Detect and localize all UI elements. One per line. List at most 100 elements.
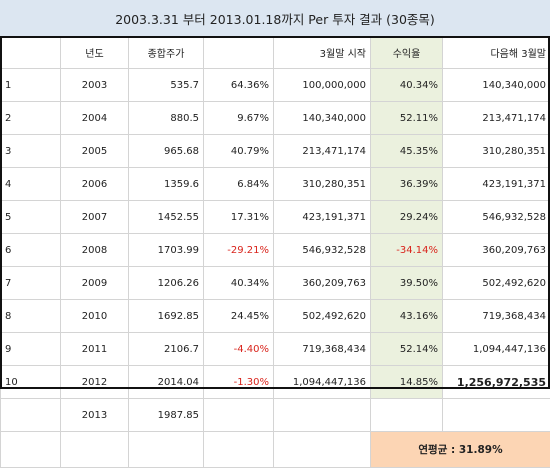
cell-next[interactable]: 360,209,763 <box>443 234 550 267</box>
cell-no[interactable]: 9 <box>1 333 61 366</box>
cell-year[interactable]: 2007 <box>61 201 129 234</box>
cell-return[interactable]: 43.16% <box>371 300 443 333</box>
cell-empty[interactable] <box>274 399 371 432</box>
cell-next[interactable]: 310,280,351 <box>443 135 550 168</box>
cell-start[interactable]: 360,209,763 <box>274 267 371 300</box>
cell-empty[interactable] <box>129 432 204 468</box>
cell-index[interactable]: 1703.99 <box>129 234 204 267</box>
cell-index[interactable]: 535.7 <box>129 69 204 102</box>
cell-empty[interactable] <box>1 432 61 468</box>
cell-empty[interactable] <box>61 432 129 468</box>
cell-change[interactable]: 64.36% <box>204 69 274 102</box>
cell-no[interactable]: 1 <box>1 69 61 102</box>
header-cell-year[interactable]: 년도 <box>61 37 129 69</box>
cell-no[interactable]: 8 <box>1 300 61 333</box>
annual-average-cell[interactable]: 연평균 : 31.89% <box>371 432 550 468</box>
spreadsheet-grid: 년도 종합주가 3월말 시작 수익율 다음해 3월말 1 2003 535.7 … <box>0 36 550 425</box>
cell-next[interactable]: 423,191,371 <box>443 168 550 201</box>
table-row: 9 2011 2106.7 -4.40% 719,368,434 52.14% … <box>1 333 550 366</box>
cell-change[interactable]: -4.40% <box>204 333 274 366</box>
cell-change[interactable]: 17.31% <box>204 201 274 234</box>
header-cell-next[interactable]: 다음해 3월말 <box>443 37 550 69</box>
cell-start[interactable]: 719,368,434 <box>274 333 371 366</box>
cell-next[interactable]: 140,340,000 <box>443 69 550 102</box>
cell-no[interactable]: 10 <box>1 366 61 399</box>
cell-no[interactable]: 5 <box>1 201 61 234</box>
table-row-last: 2013 1987.85 <box>1 399 550 432</box>
cell-empty[interactable] <box>443 399 550 432</box>
cell-change[interactable]: 24.45% <box>204 300 274 333</box>
cell-year[interactable]: 2011 <box>61 333 129 366</box>
table-row: 1 2003 535.7 64.36% 100,000,000 40.34% 1… <box>1 69 550 102</box>
cell-index[interactable]: 1359.6 <box>129 168 204 201</box>
cell-return[interactable]: 36.39% <box>371 168 443 201</box>
cell-return[interactable]: 14.85% <box>371 366 443 399</box>
cell-empty[interactable] <box>204 432 274 468</box>
cell-year[interactable]: 2009 <box>61 267 129 300</box>
cell-change[interactable]: -1.30% <box>204 366 274 399</box>
cell-start[interactable]: 140,340,000 <box>274 102 371 135</box>
cell-change[interactable]: 40.79% <box>204 135 274 168</box>
cell-empty[interactable] <box>1 399 61 432</box>
cell-year[interactable]: 2008 <box>61 234 129 267</box>
table-row: 7 2009 1206.26 40.34% 360,209,763 39.50%… <box>1 267 550 300</box>
table-row: 3 2005 965.68 40.79% 213,471,174 45.35% … <box>1 135 550 168</box>
cell-year[interactable]: 2005 <box>61 135 129 168</box>
cell-return[interactable]: 52.11% <box>371 102 443 135</box>
cell-change[interactable]: 9.67% <box>204 102 274 135</box>
cell-index[interactable]: 1452.55 <box>129 201 204 234</box>
cell-start[interactable]: 1,094,447,136 <box>274 366 371 399</box>
cell-next[interactable]: 502,492,620 <box>443 267 550 300</box>
cell-index[interactable]: 1987.85 <box>129 399 204 432</box>
cell-change[interactable]: 6.84% <box>204 168 274 201</box>
table-row: 5 2007 1452.55 17.31% 423,191,371 29.24%… <box>1 201 550 234</box>
table-row: 8 2010 1692.85 24.45% 502,492,620 43.16%… <box>1 300 550 333</box>
cell-start[interactable]: 100,000,000 <box>274 69 371 102</box>
header-cell-return[interactable]: 수익율 <box>371 37 443 69</box>
cell-no[interactable]: 2 <box>1 102 61 135</box>
cell-start[interactable]: 502,492,620 <box>274 300 371 333</box>
cell-year[interactable]: 2004 <box>61 102 129 135</box>
cell-return[interactable]: 40.34% <box>371 69 443 102</box>
cell-index[interactable]: 965.68 <box>129 135 204 168</box>
cell-index[interactable]: 1206.26 <box>129 267 204 300</box>
cell-next[interactable]: 213,471,174 <box>443 102 550 135</box>
header-cell-index[interactable]: 종합주가 <box>129 37 204 69</box>
cell-return[interactable]: 29.24% <box>371 201 443 234</box>
cell-next[interactable]: 1,094,447,136 <box>443 333 550 366</box>
cell-index[interactable]: 1692.85 <box>129 300 204 333</box>
cell-return[interactable]: 52.14% <box>371 333 443 366</box>
cell-start[interactable]: 546,932,528 <box>274 234 371 267</box>
cell-return[interactable]: 45.35% <box>371 135 443 168</box>
cell-year[interactable]: 2003 <box>61 69 129 102</box>
cell-empty[interactable] <box>274 432 371 468</box>
cell-no[interactable]: 3 <box>1 135 61 168</box>
cell-year[interactable]: 2013 <box>61 399 129 432</box>
cell-index[interactable]: 2106.7 <box>129 333 204 366</box>
cell-start[interactable]: 310,280,351 <box>274 168 371 201</box>
header-cell-start[interactable]: 3월말 시작 <box>274 37 371 69</box>
header-cell[interactable] <box>204 37 274 69</box>
cell-start[interactable]: 213,471,174 <box>274 135 371 168</box>
cell-return[interactable]: -34.14% <box>371 234 443 267</box>
cell-final-total[interactable]: 1,256,972,535 <box>443 366 550 399</box>
cell-index[interactable]: 2014.04 <box>129 366 204 399</box>
header-cell[interactable] <box>1 37 61 69</box>
sheet-title: 2003.3.31 부터 2013.01.18까지 Per 투자 결과 (30종… <box>0 0 550 37</box>
cell-next[interactable]: 719,368,434 <box>443 300 550 333</box>
cell-index[interactable]: 880.5 <box>129 102 204 135</box>
table-row: 6 2008 1703.99 -29.21% 546,932,528 -34.1… <box>1 234 550 267</box>
cell-start[interactable]: 423,191,371 <box>274 201 371 234</box>
cell-year[interactable]: 2012 <box>61 366 129 399</box>
cell-empty[interactable] <box>204 399 274 432</box>
cell-no[interactable]: 7 <box>1 267 61 300</box>
cell-return[interactable]: 39.50% <box>371 267 443 300</box>
cell-no[interactable]: 6 <box>1 234 61 267</box>
cell-year[interactable]: 2006 <box>61 168 129 201</box>
cell-change[interactable]: -29.21% <box>204 234 274 267</box>
cell-no[interactable]: 4 <box>1 168 61 201</box>
cell-change[interactable]: 40.34% <box>204 267 274 300</box>
cell-year[interactable]: 2010 <box>61 300 129 333</box>
cell-empty[interactable] <box>371 399 443 432</box>
cell-next[interactable]: 546,932,528 <box>443 201 550 234</box>
